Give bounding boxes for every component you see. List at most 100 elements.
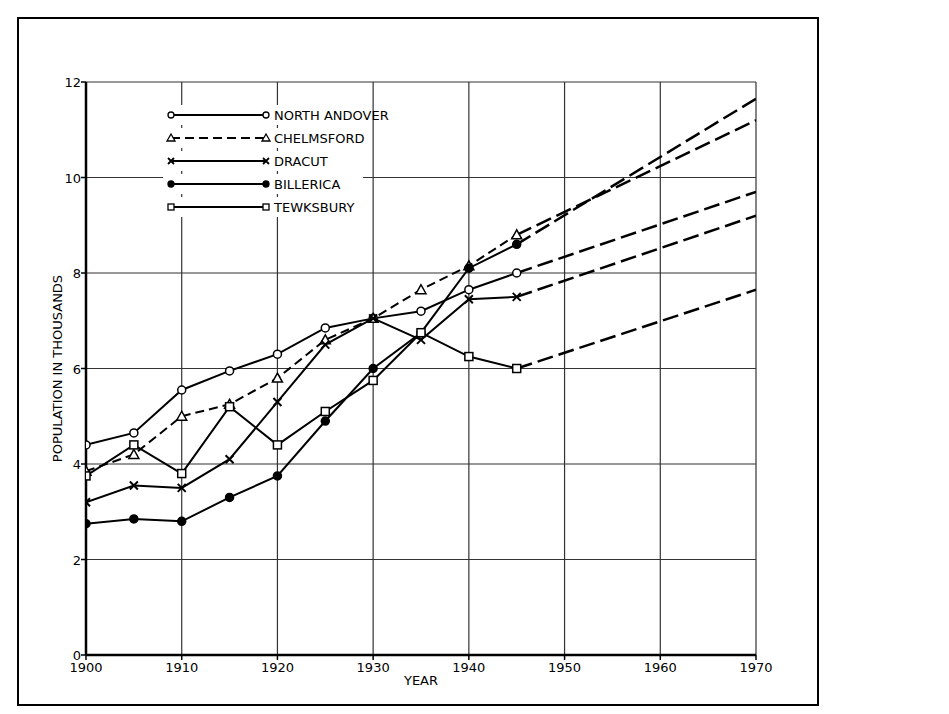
marker <box>130 429 138 437</box>
marker <box>417 329 425 337</box>
legend-label: DRACUT <box>274 154 328 169</box>
marker <box>129 449 139 458</box>
marker <box>273 350 281 358</box>
marker <box>417 307 425 315</box>
marker <box>177 411 187 420</box>
marker <box>86 520 90 528</box>
marker <box>321 341 329 349</box>
y-grid-line <box>86 272 756 273</box>
legend-label: CHELMSFORD <box>274 131 365 146</box>
marker <box>417 329 425 337</box>
y-tick-label: 12 <box>64 75 81 90</box>
marker <box>178 484 186 492</box>
marker <box>273 472 281 480</box>
x-tick-label: 1960 <box>644 660 677 675</box>
legend-symbols <box>168 204 269 210</box>
marker <box>130 481 138 489</box>
marker <box>369 314 377 322</box>
marker <box>178 517 186 525</box>
y-tick-label: 0 <box>73 648 81 663</box>
x-tick-label: 1950 <box>548 660 581 675</box>
marker <box>321 407 329 415</box>
marker <box>178 470 186 478</box>
y-grid-line <box>86 463 756 464</box>
x-tick-label: 1970 <box>739 660 772 675</box>
marker <box>369 376 377 384</box>
legend-marker <box>263 158 269 164</box>
legend-marker <box>263 112 269 118</box>
legend-marker <box>263 181 269 187</box>
y-grid-line <box>86 81 756 82</box>
legend-bg <box>163 197 363 217</box>
y-axis-label: POPULATION IN THOUSANDS <box>50 275 65 462</box>
y-tick-label: 10 <box>64 171 81 186</box>
marker <box>273 398 281 406</box>
x-tick-label: 1920 <box>261 660 294 675</box>
marker <box>513 365 521 373</box>
y-tick-label: 8 <box>73 266 81 281</box>
marker <box>178 386 186 394</box>
plot-area <box>86 99 756 528</box>
x-tick-label: 1940 <box>452 660 485 675</box>
marker <box>226 493 234 501</box>
legend-line <box>171 137 266 139</box>
marker <box>465 353 473 361</box>
projection-line <box>517 192 756 273</box>
grid <box>81 82 756 660</box>
legend-marker <box>168 204 174 210</box>
marker <box>273 441 281 449</box>
projection-line <box>517 290 756 369</box>
legend-symbols <box>168 158 269 164</box>
marker <box>226 367 234 375</box>
projection-line <box>517 120 756 235</box>
legend-bg <box>163 174 363 194</box>
legend-line <box>171 206 266 208</box>
marker <box>368 313 378 322</box>
marker <box>513 293 521 301</box>
marker <box>513 269 521 277</box>
marker <box>369 314 377 322</box>
x-grid-line <box>85 82 86 655</box>
legend-label: BILLERICA <box>274 177 340 192</box>
legend-symbols <box>167 134 270 141</box>
marker <box>369 365 377 373</box>
y-axis <box>85 82 88 655</box>
legend-label: NORTH ANDOVER <box>274 108 389 123</box>
legend-marker <box>168 181 174 187</box>
legend: NORTH ANDOVER CHELMSFORD DRACUT BILLERICA TE… <box>163 105 389 217</box>
marker <box>86 441 90 449</box>
legend-marker <box>167 134 175 141</box>
marker <box>130 441 138 449</box>
legend-line <box>171 114 266 116</box>
series-line <box>86 297 517 502</box>
y-grid-line <box>86 654 756 655</box>
y-tick-label: 6 <box>73 362 81 377</box>
marker <box>465 264 473 272</box>
marker <box>86 498 90 506</box>
legend-marker <box>262 134 270 141</box>
marker <box>465 295 473 303</box>
y-tick-label: 2 <box>73 553 81 568</box>
marker <box>272 373 282 382</box>
x-tick-label: 1930 <box>357 660 390 675</box>
x-tick-label: 1910 <box>165 660 198 675</box>
legend-label: TEWKSBURY <box>273 200 354 215</box>
legend-symbols <box>168 112 269 118</box>
x-axis <box>86 654 756 657</box>
marker <box>512 230 522 239</box>
legend-symbols <box>168 181 269 187</box>
marker <box>86 472 90 480</box>
marker <box>226 455 234 463</box>
marker <box>321 417 329 425</box>
series-line <box>86 244 517 523</box>
chart-container: 1900191019201930194019501960197002468101… <box>0 0 949 714</box>
y-tick-label: 4 <box>73 457 81 472</box>
outer-frame <box>18 18 818 705</box>
y-grid-line <box>86 559 756 560</box>
legend-line <box>171 160 266 162</box>
chart-svg: 1900191019201930194019501960197002468101… <box>0 0 949 714</box>
legend-marker <box>168 112 174 118</box>
x-axis-label: YEAR <box>403 673 438 688</box>
marker <box>226 403 234 411</box>
legend-marker <box>263 204 269 210</box>
